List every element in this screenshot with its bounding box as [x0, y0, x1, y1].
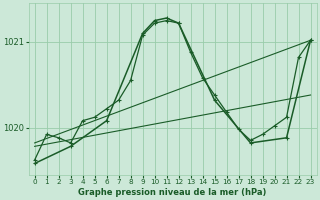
- X-axis label: Graphe pression niveau de la mer (hPa): Graphe pression niveau de la mer (hPa): [78, 188, 267, 197]
